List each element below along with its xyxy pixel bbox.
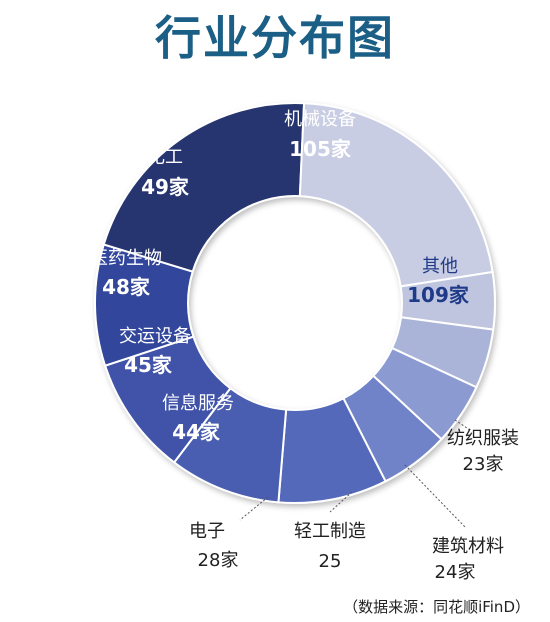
- slice-1-其他: [298, 102, 494, 288]
- slice-0-机械设备: [102, 102, 306, 273]
- slice-value-4: 25: [319, 551, 342, 572]
- slice-value-0: 105家: [289, 137, 352, 161]
- slice-label-5: 电子: [189, 521, 225, 542]
- slice-value-2: 23家: [463, 454, 504, 475]
- slice-label-8: 医药生物: [90, 248, 162, 269]
- slice-value-7: 45家: [124, 353, 173, 377]
- leader-line-5: [239, 496, 269, 521]
- leader-line-4: [329, 491, 353, 513]
- slice-value-9: 49家: [141, 175, 190, 199]
- slice-label-4: 轻工制造: [294, 521, 366, 542]
- slice-label-7: 交运设备: [119, 326, 191, 347]
- slice-9-化工: [94, 243, 195, 367]
- chart-title: 行业分布图: [155, 11, 395, 65]
- slice-label-6: 信息服务: [162, 393, 234, 414]
- slice-value-5: 28家: [198, 550, 239, 571]
- slice-value-3: 24家: [435, 562, 476, 583]
- slice-value-8: 48家: [102, 275, 151, 299]
- slice-label-2: 纺织服装: [447, 428, 519, 449]
- slice-label-3: 建筑材料: [432, 536, 504, 557]
- slice-label-0: 机械设备: [284, 109, 356, 130]
- leader-line-3: [404, 464, 467, 529]
- slice-value-1: 109家: [407, 283, 470, 307]
- slice-value-6: 44家: [172, 420, 221, 444]
- data-source-note: （数据来源：同花顺iFinD）: [343, 598, 530, 616]
- slice-label-1: 其他: [422, 256, 458, 277]
- slice-label-9: 化工: [147, 147, 183, 168]
- leader-line-2: [454, 419, 471, 431]
